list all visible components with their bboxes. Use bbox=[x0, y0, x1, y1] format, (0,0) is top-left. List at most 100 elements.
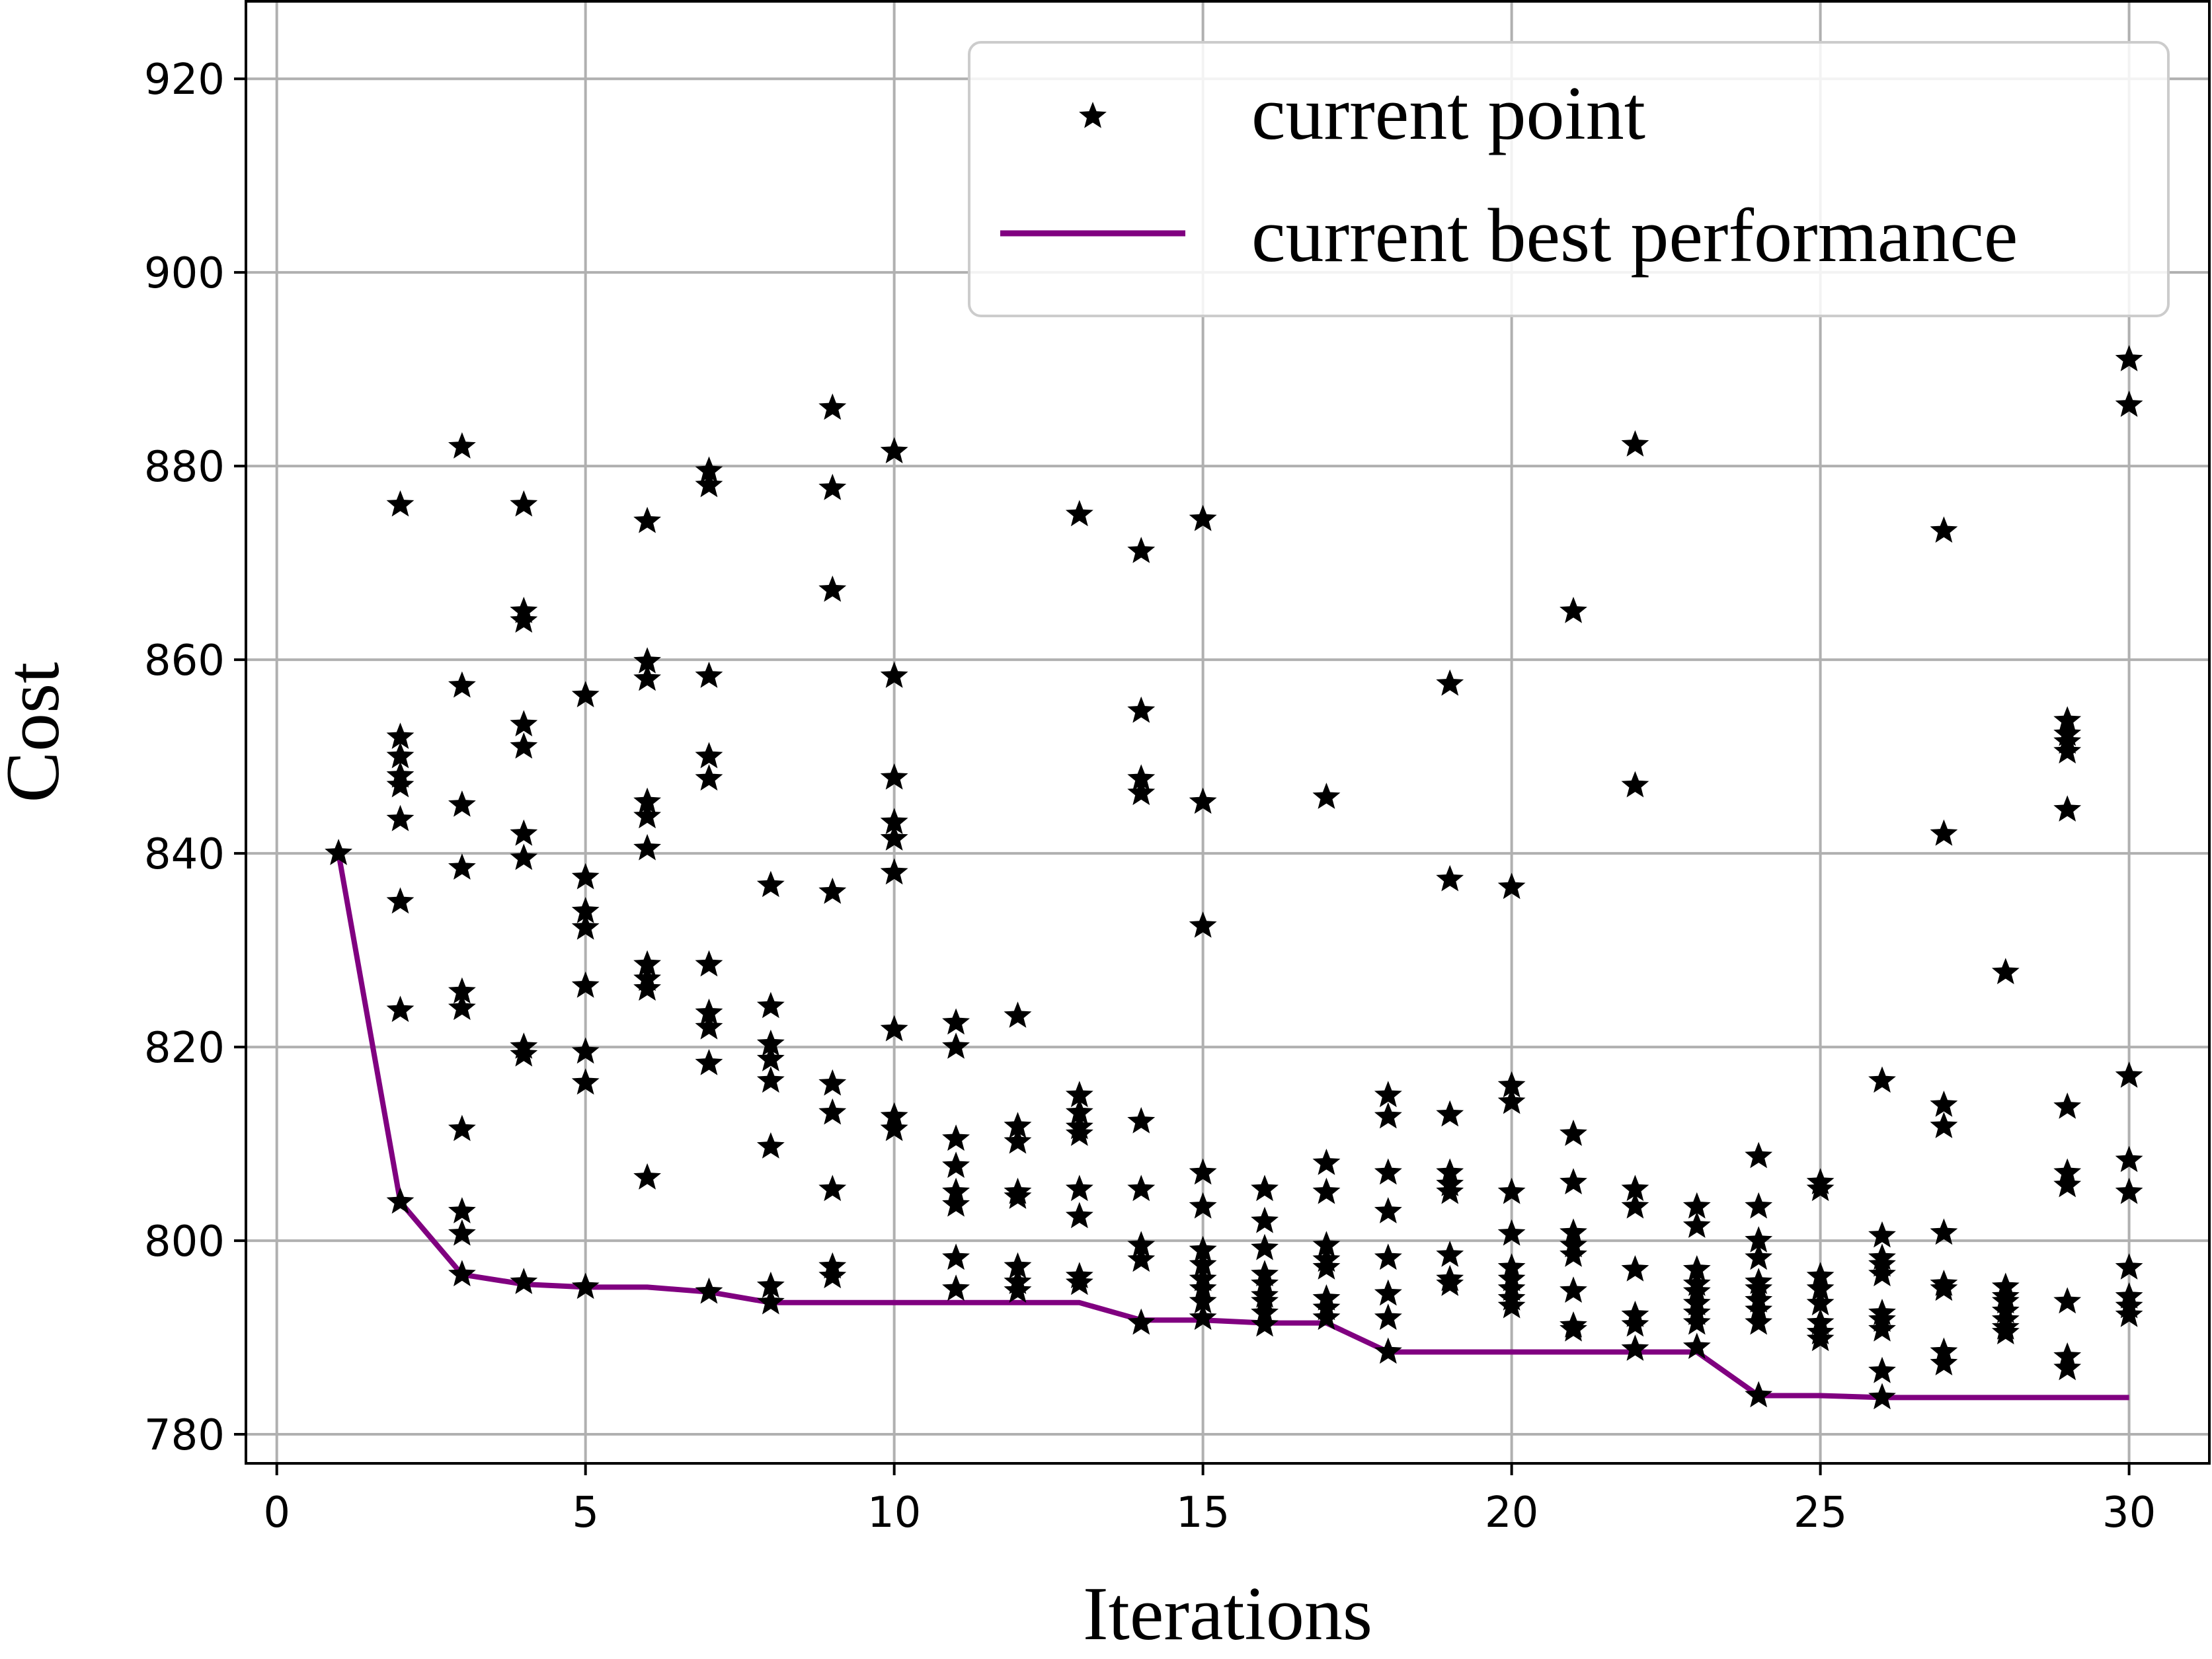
data-point bbox=[1189, 1235, 1217, 1262]
data-point bbox=[1497, 1292, 1526, 1319]
data-point bbox=[756, 1045, 785, 1071]
data-point bbox=[386, 804, 415, 831]
data-point bbox=[1868, 1066, 1896, 1093]
data-point bbox=[2053, 706, 2082, 733]
data-point bbox=[325, 839, 352, 865]
x-axis-title: Iterations bbox=[1083, 1572, 1372, 1656]
data-point bbox=[1682, 1255, 1711, 1282]
data-point bbox=[818, 1262, 847, 1289]
data-point bbox=[756, 1066, 785, 1093]
x-tick-label: 25 bbox=[1794, 1488, 1847, 1537]
data-point bbox=[510, 1268, 538, 1294]
data-point bbox=[1806, 1175, 1835, 1202]
data-point bbox=[942, 1274, 970, 1301]
data-point bbox=[510, 606, 538, 633]
data-point bbox=[1127, 1175, 1156, 1202]
best-performance-line bbox=[336, 853, 2129, 1401]
data-point bbox=[510, 1040, 538, 1067]
data-point bbox=[2115, 390, 2143, 417]
data-point bbox=[1930, 516, 1958, 543]
data-point bbox=[1806, 1289, 1835, 1316]
data-point bbox=[386, 1187, 415, 1214]
data-point bbox=[386, 490, 415, 517]
data-point bbox=[1312, 1177, 1341, 1204]
data-point bbox=[1682, 1212, 1711, 1238]
data-point bbox=[1004, 1252, 1032, 1279]
data-point bbox=[1930, 1218, 1958, 1245]
data-point bbox=[1560, 596, 1587, 623]
data-point bbox=[818, 877, 847, 904]
data-point bbox=[1189, 1158, 1217, 1185]
data-point bbox=[633, 647, 661, 674]
data-point bbox=[1004, 1276, 1032, 1303]
data-point bbox=[386, 722, 415, 750]
y-tick-label: 780 bbox=[144, 1411, 225, 1460]
y-tick-label: 880 bbox=[144, 443, 225, 492]
data-point bbox=[1312, 1148, 1341, 1175]
y-tick-label: 800 bbox=[144, 1217, 225, 1266]
x-tick-label: 10 bbox=[867, 1488, 921, 1537]
data-point bbox=[1004, 1127, 1032, 1154]
data-point bbox=[695, 1049, 723, 1075]
data-point bbox=[1004, 1001, 1032, 1028]
y-tick-label: 900 bbox=[144, 249, 225, 298]
data-point bbox=[695, 742, 723, 769]
data-point bbox=[880, 437, 908, 463]
data-point bbox=[510, 710, 538, 737]
data-point bbox=[1806, 1325, 1835, 1352]
data-point bbox=[2115, 1300, 2143, 1327]
data-point bbox=[1682, 1332, 1711, 1359]
data-point bbox=[1930, 1091, 1958, 1117]
current-points-layer bbox=[325, 345, 2143, 1410]
data-point bbox=[1436, 1241, 1464, 1267]
y-tick-label: 920 bbox=[144, 56, 225, 104]
data-point bbox=[1127, 537, 1156, 563]
data-point bbox=[695, 662, 723, 688]
data-point bbox=[756, 1271, 785, 1298]
data-point bbox=[942, 1032, 970, 1059]
data-point bbox=[1127, 779, 1156, 806]
data-point bbox=[1560, 1276, 1587, 1303]
data-point bbox=[386, 771, 415, 798]
data-point bbox=[695, 456, 723, 483]
data-point bbox=[1004, 1112, 1032, 1138]
data-point bbox=[1497, 1177, 1526, 1204]
data-point bbox=[1930, 1274, 1958, 1301]
data-point bbox=[2053, 737, 2082, 764]
data-point bbox=[1127, 764, 1156, 791]
data-point bbox=[1745, 1141, 1773, 1169]
data-point bbox=[942, 1008, 970, 1035]
data-point bbox=[2115, 1061, 2143, 1088]
data-point bbox=[571, 971, 600, 998]
data-point bbox=[880, 763, 908, 790]
data-point bbox=[1374, 1279, 1402, 1306]
data-point bbox=[1682, 1308, 1711, 1335]
data-point bbox=[1621, 771, 1649, 798]
data-point bbox=[1065, 1268, 1093, 1295]
data-point bbox=[1065, 1175, 1093, 1202]
data-point bbox=[942, 1151, 970, 1178]
data-point bbox=[756, 870, 785, 898]
x-tick-label: 20 bbox=[1485, 1488, 1538, 1537]
data-point bbox=[695, 471, 723, 498]
data-point bbox=[1251, 1310, 1279, 1337]
data-point bbox=[2053, 795, 2082, 822]
data-point bbox=[695, 1013, 723, 1040]
data-point bbox=[448, 977, 476, 1004]
data-point bbox=[1930, 819, 1958, 846]
legend-box bbox=[968, 41, 2170, 317]
data-point bbox=[1991, 1318, 2020, 1344]
data-point bbox=[448, 432, 476, 459]
data-point bbox=[571, 863, 600, 890]
data-point bbox=[633, 664, 661, 691]
data-point bbox=[1127, 1308, 1156, 1335]
data-point bbox=[1127, 1245, 1156, 1272]
data-point bbox=[571, 897, 600, 923]
data-point bbox=[571, 1272, 600, 1299]
x-tick-label: 30 bbox=[2102, 1488, 2156, 1537]
data-point bbox=[1189, 1303, 1217, 1331]
data-point bbox=[633, 974, 661, 1001]
data-point bbox=[448, 853, 476, 880]
data-point bbox=[880, 824, 908, 851]
x-tick-label: 15 bbox=[1176, 1488, 1230, 1537]
